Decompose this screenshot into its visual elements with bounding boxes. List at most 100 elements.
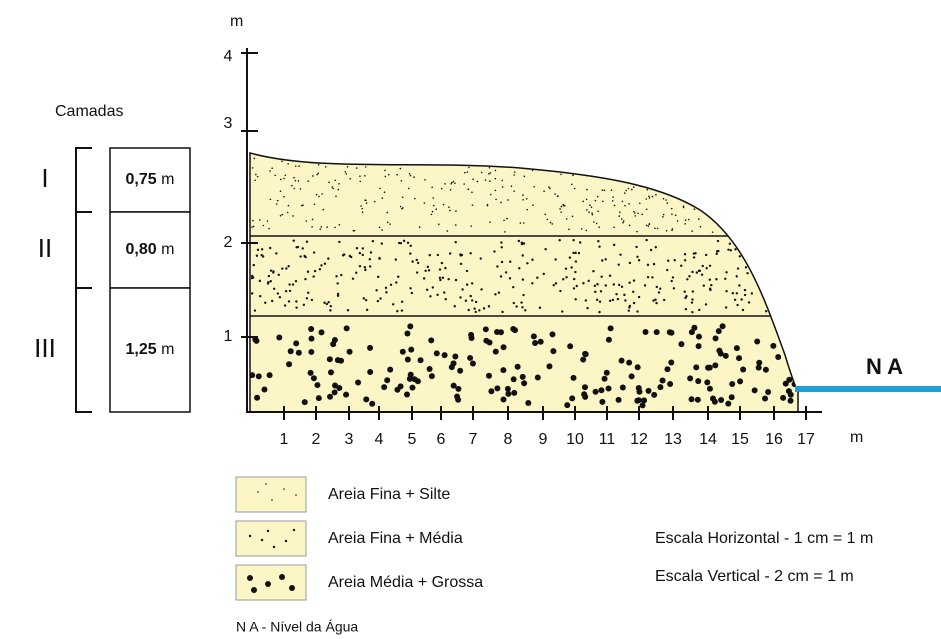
grain (416, 259, 418, 261)
grain (598, 311, 600, 313)
grain (463, 183, 465, 185)
grain (483, 307, 485, 309)
grain (635, 364, 641, 370)
grain (522, 294, 524, 296)
grain (674, 259, 676, 261)
grain (621, 286, 623, 288)
grain (684, 259, 686, 261)
grain (273, 288, 275, 290)
grain (666, 178, 668, 180)
grain (514, 171, 516, 173)
grain (524, 176, 526, 178)
grain (531, 333, 537, 339)
grain (419, 226, 421, 228)
grain (450, 189, 452, 191)
grain (439, 268, 441, 270)
grain (648, 196, 650, 198)
grain (408, 347, 414, 353)
grain (439, 277, 441, 279)
grain (613, 283, 615, 285)
grain (326, 226, 328, 228)
grain (626, 360, 632, 366)
grain (360, 205, 362, 207)
grain (251, 292, 253, 294)
grain (521, 306, 523, 308)
grain (349, 178, 351, 180)
grain (673, 287, 675, 289)
grain (728, 206, 730, 208)
grain (311, 299, 313, 301)
grain (261, 254, 263, 256)
grain (337, 295, 339, 297)
grain (295, 165, 297, 167)
grain (285, 290, 287, 292)
grain (667, 260, 669, 262)
grain (305, 220, 307, 222)
grain (279, 296, 281, 298)
grain (628, 282, 630, 284)
grain (725, 161, 727, 163)
grain (739, 171, 741, 173)
grain (710, 284, 712, 286)
grain (726, 199, 728, 201)
grain (725, 208, 727, 210)
grain (303, 255, 305, 257)
grain (353, 230, 355, 232)
grain (666, 269, 668, 271)
grain (252, 220, 254, 222)
grain (781, 262, 783, 264)
layer-thickness: 0,75 m (126, 171, 175, 188)
grain (636, 231, 638, 233)
grain (328, 369, 334, 375)
grain (489, 221, 491, 223)
grain (763, 187, 765, 189)
grain (643, 329, 649, 335)
grain (574, 298, 576, 300)
grain (633, 186, 635, 188)
grain (524, 309, 526, 311)
x-tick-label: 4 (375, 431, 384, 448)
grain (680, 264, 682, 266)
grain (613, 227, 615, 229)
grain (685, 308, 687, 310)
grain (489, 167, 491, 169)
grain (684, 223, 686, 225)
grain (359, 181, 361, 183)
grain (606, 385, 612, 391)
grain (387, 367, 393, 373)
legend-swatch (236, 565, 306, 600)
grain (716, 188, 718, 190)
grain (742, 309, 744, 311)
grain (306, 241, 308, 243)
grain (700, 189, 702, 191)
grain (749, 211, 751, 213)
grain (278, 274, 280, 276)
grain (480, 288, 482, 290)
grain (648, 224, 650, 226)
grain (277, 200, 279, 202)
grain (378, 257, 380, 259)
grain (747, 208, 749, 210)
grain (689, 170, 691, 172)
grain (574, 252, 576, 254)
grain (339, 224, 341, 226)
grain (618, 284, 620, 286)
grain (682, 158, 684, 160)
grain (561, 206, 563, 208)
grain (651, 276, 653, 278)
grain (668, 189, 670, 191)
grain (559, 208, 561, 210)
layer-numeral: I (41, 163, 48, 193)
grain (443, 291, 445, 293)
grain (395, 281, 397, 283)
bracket (76, 212, 92, 288)
grain (729, 166, 731, 168)
grain (756, 360, 762, 366)
grain (520, 222, 522, 224)
grain (441, 262, 443, 264)
grain (468, 159, 470, 161)
grain (744, 289, 746, 291)
grain (710, 395, 716, 401)
grain (470, 295, 472, 297)
grain (598, 245, 600, 247)
